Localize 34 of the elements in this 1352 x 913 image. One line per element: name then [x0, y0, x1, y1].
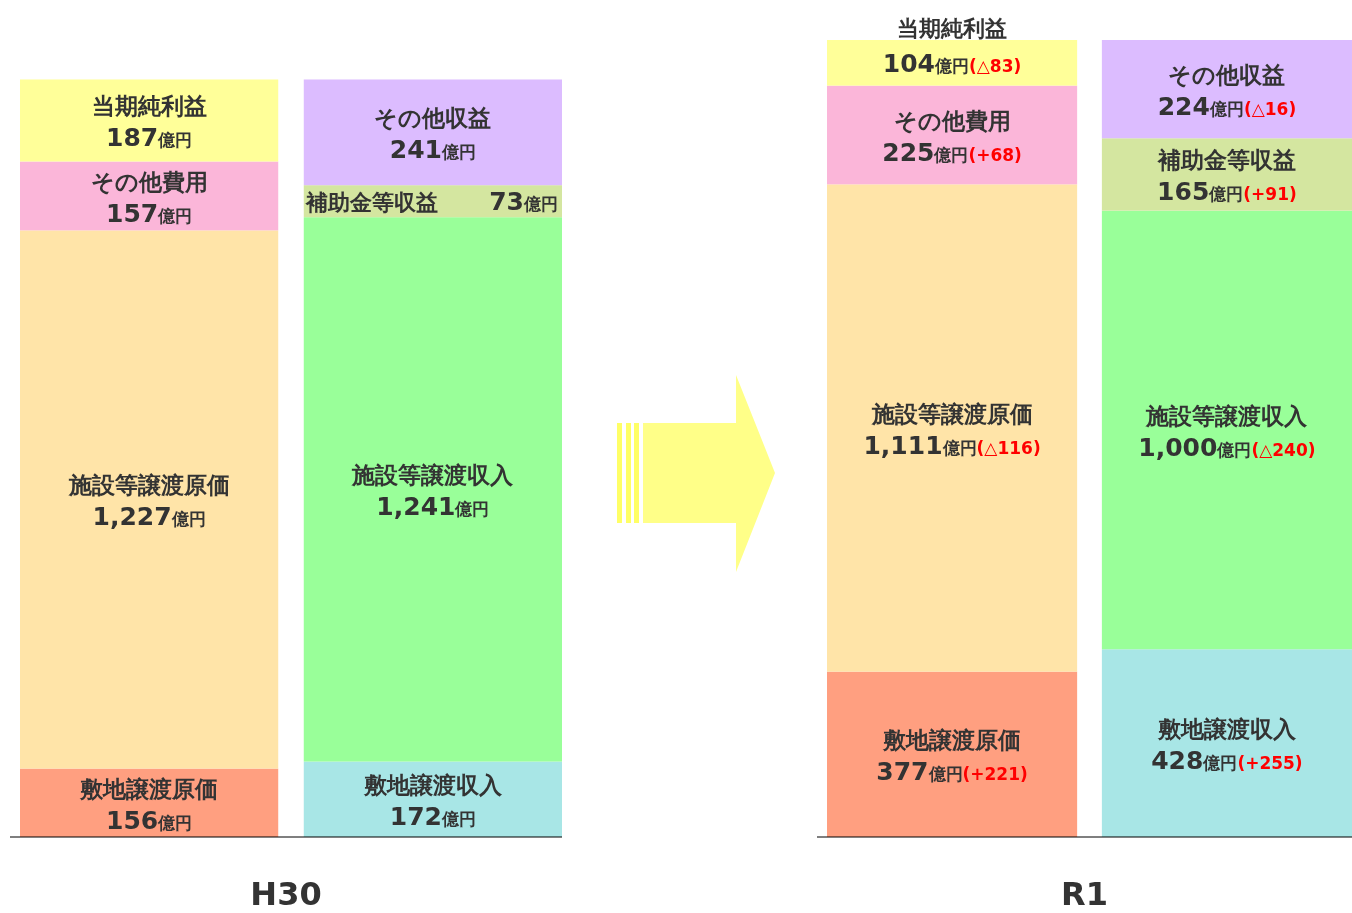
data-label: 157億円: [106, 198, 193, 228]
series-label: その他収益: [1168, 62, 1286, 89]
series-label: 施設等譲渡原価: [67, 472, 230, 499]
x-axis-title: R1: [1061, 875, 1108, 913]
data-label: 172億円: [389, 802, 476, 832]
data-label: 104億円(△83): [882, 48, 1022, 78]
data-label: 1,227億円: [92, 502, 206, 532]
data-label: 241億円: [389, 135, 476, 165]
series-label: 施設等譲渡収入: [1145, 402, 1309, 429]
data-label: 224億円(△16): [1157, 92, 1297, 122]
series-label: 敷地譲渡原価: [882, 727, 1022, 754]
series-label: 敷地譲渡収入: [1156, 716, 1297, 743]
series-label: その他費用: [90, 168, 208, 195]
series-label: 補助金等収益: [304, 190, 438, 216]
series-label: 当期純利益: [897, 16, 1008, 41]
data-label: 156億円: [106, 805, 193, 835]
x-axis-title: H30: [250, 875, 322, 913]
series-label: その他費用: [893, 107, 1011, 134]
data-label: 73億円: [489, 187, 558, 217]
series-label: 敷地譲渡原価: [79, 775, 219, 802]
series-label: 施設等譲渡原価: [870, 400, 1033, 427]
data-label: 1,000億円(△240): [1138, 432, 1316, 462]
data-label: 377億円(+221): [876, 757, 1028, 787]
series-label: 補助金等収益: [1156, 147, 1296, 174]
series-label: 施設等譲渡収入: [351, 462, 515, 489]
data-label: 165億円(+91): [1157, 177, 1297, 207]
series-label: 当期純利益: [91, 93, 207, 120]
data-label: 187億円: [106, 123, 193, 153]
series-label: 敷地譲渡収入: [362, 772, 503, 799]
data-label: 428億円(+255): [1151, 746, 1303, 776]
data-label: 1,241億円: [376, 492, 490, 522]
data-label: 1,111億円(△116): [863, 430, 1041, 460]
data-label: 225億円(+68): [882, 137, 1022, 167]
series-label: その他収益: [374, 105, 492, 132]
